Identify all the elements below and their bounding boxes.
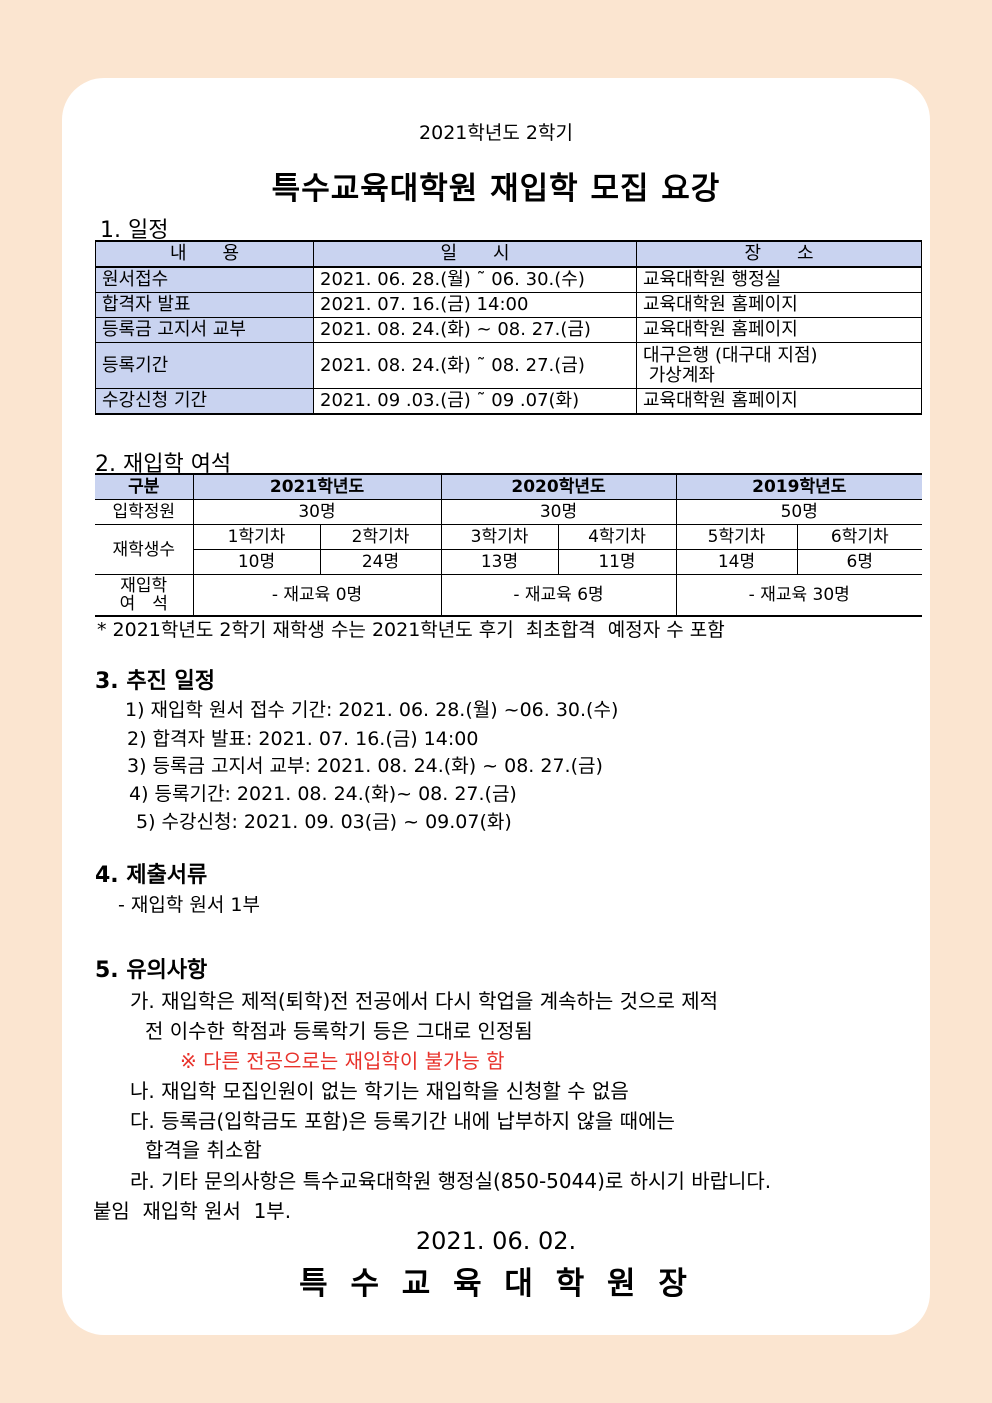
cell: 2021. 09 .03.(금) ˜ 09 .07(화): [313, 388, 637, 415]
list-item: - 재입학 원서 1부: [118, 894, 260, 916]
cell: 수강신청 기간: [95, 388, 314, 415]
row-label: 입학정원: [95, 499, 194, 525]
header-cell: 내 용: [95, 240, 314, 268]
cell: - 재교육 30명: [675, 574, 922, 617]
cell: 교육대학원 행정실: [636, 266, 922, 293]
list-item: 5) 수강신청: 2021. 09. 03(금) ~ 09.07(화): [136, 811, 512, 833]
cell: 3학기차: [440, 524, 559, 550]
cell: 교육대학원 홈페이지: [636, 317, 922, 343]
page-title: 특수교육대학원 재입학 모집 요강: [271, 171, 721, 207]
cell: 24명: [319, 549, 442, 575]
table-row: 수강신청 기간 2021. 09 .03.(금) ˜ 09 .07(화) 교육대학원…: [95, 388, 922, 415]
cell: 14명: [675, 549, 798, 575]
cell: 교육대학원 홈페이지: [636, 388, 922, 415]
cell: 5학기차: [675, 524, 798, 550]
header-cell: 일 시: [313, 240, 637, 268]
cell: 11명: [557, 549, 677, 575]
cell: 50명: [675, 499, 922, 525]
note-line: 나. 재입학 모집인원이 없는 학기는 재입학을 신청할 수 없음: [130, 1079, 629, 1103]
cell: 합격자 발표: [95, 292, 314, 318]
cell: 10명: [192, 549, 321, 575]
table-row: 등록기간 2021. 08. 24.(화) ˜ 08. 27.(금) 대구은행 (대…: [95, 342, 922, 389]
row-label: 재학생수: [95, 524, 194, 575]
cell: 2021. 08. 24.(화) ~ 08. 27.(금): [313, 317, 637, 343]
header-cell: 구분: [95, 473, 194, 500]
section-5-heading: 5. 유의사항: [95, 958, 208, 983]
header-cell: 2019학년도: [675, 473, 922, 500]
row-label: 재입학 여 석: [95, 574, 194, 617]
header-cell: 장 소: [636, 240, 922, 268]
note-line: 라. 기타 문의사항은 특수교육대학원 행정실(850-5044)로 하시기 바…: [130, 1169, 772, 1193]
issue-date: 2021. 06. 02.: [415, 1227, 577, 1255]
cell: 6명: [796, 549, 922, 575]
cell: 원서접수: [95, 266, 314, 293]
note-line: 전 이수한 학점과 등록학기 등은 그대로 인정됨: [145, 1019, 533, 1043]
note-line: 가. 재입학은 제적(퇴학)전 전공에서 다시 학업을 계속하는 것으로 제적: [130, 989, 719, 1013]
cell: 등록금 고지서 교부: [95, 317, 314, 343]
cell: 2021. 06. 28.(월) ˜ 06. 30.(수): [313, 266, 637, 293]
table-row: 원서접수 2021. 06. 28.(월) ˜ 06. 30.(수) 교육대학원 행…: [95, 266, 922, 293]
header-cell: 2020학년도: [440, 473, 677, 500]
table-row: 등록금 고지서 교부 2021. 08. 24.(화) ~ 08. 27.(금) 교…: [95, 317, 922, 343]
vacancy-table: 구분 2021학년도 2020학년도 2019학년도 입학정원 30명 30명 50명 재학…: [95, 473, 922, 617]
header-cell: 2021학년도: [192, 473, 442, 500]
cell: 2학기차: [319, 524, 442, 550]
section-2-heading: 2. 재입학 여석: [95, 452, 232, 477]
cell: 4학기차: [557, 524, 677, 550]
table-row: 합격자 발표 2021. 07. 16.(금) 14:00 교육대학원 홈페이지: [95, 292, 922, 318]
cell: 2021. 07. 16.(금) 14:00: [313, 292, 637, 318]
cell: 등록기간: [95, 342, 314, 389]
cell: 대구은행 (대구대 지점) 가상계좌: [636, 342, 922, 389]
list-item: 1) 재입학 원서 접수 기간: 2021. 06. 28.(월) ~06. 3…: [125, 699, 619, 721]
section-4-heading: 4. 제출서류: [95, 863, 208, 888]
footnote: * 2021학년도 2학기 재학생 수는 2021학년도 후기 최초합격 예정자…: [97, 619, 725, 641]
cell: 6학기차: [796, 524, 922, 550]
list-item: 2) 합격자 발표: 2021. 07. 16.(금) 14:00: [127, 728, 479, 750]
note-line: 합격을 취소함: [145, 1138, 262, 1162]
section-3-heading: 3. 추진 일정: [95, 669, 215, 694]
cell: 교육대학원 홈페이지: [636, 292, 922, 318]
section-1-heading: 1. 일정: [100, 218, 169, 243]
warning-line: ※ 다른 전공으로는 재입학이 불가능 함: [180, 1049, 505, 1073]
cell: 2021. 08. 24.(화) ˜ 08. 27.(금): [313, 342, 637, 389]
subtitle: 2021학년도 2학기: [419, 122, 573, 144]
list-item: 3) 등록금 고지서 교부: 2021. 08. 24.(화) ~ 08. 27…: [127, 755, 603, 777]
signer: 특 수 교 육 대 학 원 장: [299, 1266, 693, 1302]
cell: - 재교육 6명: [440, 574, 677, 617]
cell: 30명: [192, 499, 442, 525]
attachment: 붙임 재입학 원서 1부.: [93, 1199, 292, 1223]
note-line: 다. 등록금(입학금도 포함)은 등록기간 내에 납부하지 않을 때에는: [130, 1109, 675, 1133]
list-item: 4) 등록기간: 2021. 08. 24.(화)~ 08. 27.(금): [129, 783, 517, 805]
cell: 1학기차: [192, 524, 321, 550]
cell: 30명: [440, 499, 677, 525]
cell: 13명: [440, 549, 559, 575]
cell: - 재교육 0명: [192, 574, 442, 617]
